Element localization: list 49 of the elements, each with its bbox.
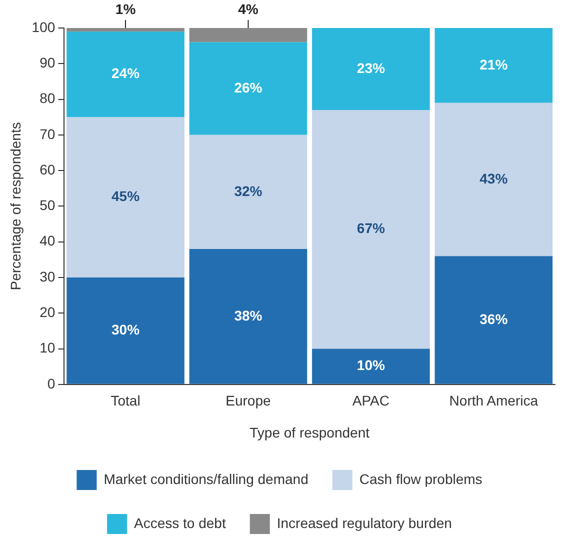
data-label: 26%	[234, 79, 263, 96]
y-tick-label: 70	[40, 126, 56, 142]
x-tick-label: Total	[110, 392, 140, 409]
y-tick-label: 60	[40, 161, 56, 178]
y-tick-label: 30	[40, 268, 56, 284]
y-tick-label: 0	[47, 375, 56, 392]
data-label: 30%	[112, 322, 140, 338]
data-label: 32%	[234, 182, 263, 199]
data-label: 10%	[356, 357, 386, 374]
bar	[434, 256, 553, 384]
y-tick-label: 90	[40, 54, 56, 70]
data-label: 45%	[112, 188, 140, 204]
data-label: 24%	[112, 65, 140, 82]
data-label: 21%	[480, 56, 508, 72]
x-axis-title: Type of respondent	[250, 424, 370, 440]
data-label: 43%	[480, 170, 508, 186]
bar	[312, 348, 430, 384]
bar	[66, 117, 184, 278]
bar	[434, 28, 553, 103]
bar	[434, 102, 553, 256]
y-tick-label: 80	[40, 90, 56, 106]
bar	[66, 28, 184, 32]
legend-label: Market conditions/falling demand	[104, 470, 308, 487]
y-tick-label: 20	[40, 304, 56, 320]
x-tick-label: North America	[449, 392, 538, 409]
x-tick-label: Europe	[226, 392, 272, 409]
x-tick-label: APAC	[352, 392, 390, 409]
bar	[189, 248, 308, 384]
y-tick-label: 40	[40, 232, 56, 249]
y-tick-label: 50	[40, 197, 56, 214]
y-tick-label: 10	[40, 340, 56, 356]
data-label: 36%	[480, 310, 508, 327]
data-label: 23%	[356, 60, 386, 76]
data-label: 1%	[115, 0, 136, 17]
y-tick-label: 100	[32, 18, 56, 35]
bar	[189, 28, 308, 42]
bar	[312, 28, 430, 110]
bar	[66, 32, 184, 118]
legend-label: Increased regulatory burden	[276, 514, 452, 531]
legend-label: Access to debt	[134, 514, 226, 531]
bar	[189, 134, 308, 249]
bar	[66, 277, 184, 384]
legend-label: Cash flow problems	[359, 470, 482, 487]
bar	[189, 42, 308, 135]
data-label: 38%	[234, 307, 263, 324]
y-axis-title: Percentage of respondents	[7, 122, 24, 290]
data-label: 4%	[238, 0, 259, 17]
bar	[312, 110, 430, 349]
data-label: 67%	[356, 220, 386, 236]
